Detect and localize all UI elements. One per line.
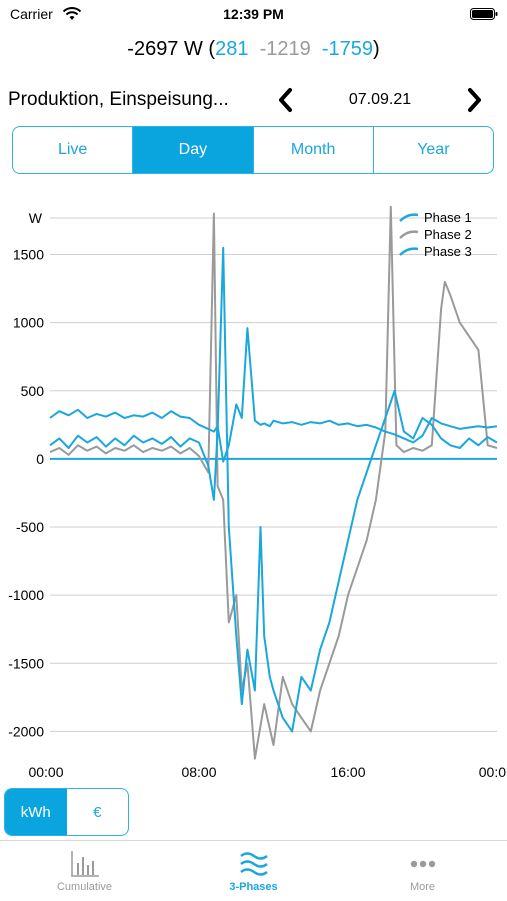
tab-month-label: Month (290, 141, 336, 158)
tab-year-label: Year (417, 141, 450, 158)
tab-3-phases[interactable]: 3-Phases (169, 841, 338, 901)
tab-live[interactable]: Live (13, 127, 134, 173)
y-tick-label: -1000 (8, 587, 44, 603)
y-tick-label: -2000 (8, 723, 44, 739)
series-line-phase-2 (49, 205, 498, 760)
tab-more[interactable]: More (338, 841, 507, 901)
waves-icon (239, 852, 268, 876)
legend-label: Phase 2 (424, 227, 472, 242)
tab-year[interactable]: Year (374, 127, 493, 173)
tab-bar: Cumulative 3-Phases More (0, 840, 507, 901)
tab-day-label: Day (178, 141, 208, 158)
x-tick-label: 00:00 (28, 764, 63, 780)
phase1-power: 281 (215, 38, 249, 60)
tab-3-phases-label: 3-Phases (229, 881, 278, 893)
tab-cumulative[interactable]: Cumulative (0, 841, 169, 901)
legend-swatch (399, 230, 419, 239)
carrier-label: Carrier (10, 6, 53, 22)
unit-kwh-button[interactable]: kWh (5, 789, 67, 835)
power-summary: -2697 W (281 -1219 -1759) (0, 38, 507, 61)
phase2-power: -1219 (259, 38, 311, 60)
y-axis-label: W (29, 210, 43, 226)
unit-toggle: kWh € (4, 788, 129, 836)
chevron-left-icon[interactable] (274, 86, 298, 114)
legend-label: Phase 3 (424, 244, 472, 259)
tab-more-label: More (409, 881, 436, 893)
period-segmented-control: Live Day Month Year (12, 126, 494, 174)
y-tick-label: 500 (21, 383, 45, 399)
battery-icon (470, 8, 498, 20)
legend-swatch (399, 247, 419, 256)
y-tick-label: -500 (16, 519, 44, 535)
tab-live-label: Live (57, 141, 88, 158)
summary-close: ) (373, 38, 380, 60)
tab-cumulative-label: Cumulative (56, 881, 113, 893)
chart-legend: Phase 1 Phase 2 Phase 3 (399, 210, 472, 259)
series-line-phase-1 (49, 327, 498, 463)
x-tick-label: 08:00 (181, 764, 216, 780)
unit-kwh-label: kWh (20, 803, 51, 821)
y-tick-label: 1000 (13, 315, 44, 331)
total-power: -2697 W ( (127, 38, 216, 60)
unit-euro-button[interactable]: € (67, 789, 129, 835)
y-tick-label: 1500 (13, 247, 44, 263)
three-phase-chart: -2000 -1500 -1000 -500 0 500 1000 1500 00:00 08:… (8, 205, 506, 780)
chart-grid (50, 217, 497, 732)
x-axis-ticks: 00:00 08:00 16:00 00:0 (28, 764, 506, 780)
legend-label: Phase 1 (424, 210, 472, 225)
series-line-phase-3 (49, 246, 498, 733)
more-dots-icon (410, 860, 435, 868)
x-tick-label: 16:00 (330, 764, 365, 780)
x-tick-label: 00:0 (479, 764, 506, 780)
unit-euro-label: € (93, 803, 102, 821)
y-tick-label: -1500 (8, 655, 44, 671)
clock: 12:39 PM (223, 6, 284, 22)
chart-series (49, 205, 498, 760)
tab-month[interactable]: Month (254, 127, 374, 173)
wifi-icon (62, 7, 82, 20)
bar-chart-icon (70, 851, 99, 877)
tab-day[interactable]: Day (133, 127, 254, 173)
status-bar: Carrier 12:39 PM (0, 0, 507, 28)
y-tick-label: 0 (36, 451, 44, 467)
phase3-power: -1759 (321, 38, 374, 60)
date-label[interactable]: 07.09.21 (348, 91, 412, 108)
chevron-right-icon[interactable] (462, 86, 486, 114)
y-axis-ticks: -2000 -1500 -1000 -500 0 500 1000 1500 (8, 247, 44, 740)
legend-swatch (399, 213, 419, 222)
view-title[interactable]: Produktion, Einspeisung... (8, 89, 229, 110)
